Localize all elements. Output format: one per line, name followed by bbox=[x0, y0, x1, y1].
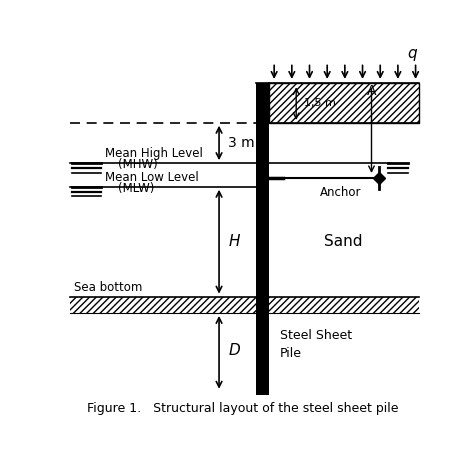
Text: H: H bbox=[228, 234, 240, 249]
Text: Figure 1.   Structural layout of the steel sheet pile: Figure 1. Structural layout of the steel… bbox=[87, 402, 399, 416]
Text: Sand: Sand bbox=[324, 234, 362, 249]
Bar bbox=[269, 296, 419, 313]
Bar bbox=[70, 296, 256, 313]
Text: Steel Sheet
Pile: Steel Sheet Pile bbox=[280, 329, 352, 360]
Text: Sea bottom: Sea bottom bbox=[74, 281, 142, 294]
Text: A: A bbox=[367, 85, 376, 98]
Bar bbox=[256, 83, 269, 395]
Text: 1,5 m: 1,5 m bbox=[303, 98, 336, 108]
Text: (MHW): (MHW) bbox=[118, 158, 158, 171]
Text: (MLW): (MLW) bbox=[118, 182, 155, 195]
Text: Mean High Level: Mean High Level bbox=[105, 147, 203, 161]
Text: D: D bbox=[228, 343, 240, 358]
Text: Anchor: Anchor bbox=[320, 186, 362, 199]
Text: q: q bbox=[408, 46, 418, 61]
Bar bbox=[269, 83, 419, 123]
Text: Mean Low Level: Mean Low Level bbox=[105, 171, 199, 184]
Text: 3 m: 3 m bbox=[228, 136, 255, 150]
